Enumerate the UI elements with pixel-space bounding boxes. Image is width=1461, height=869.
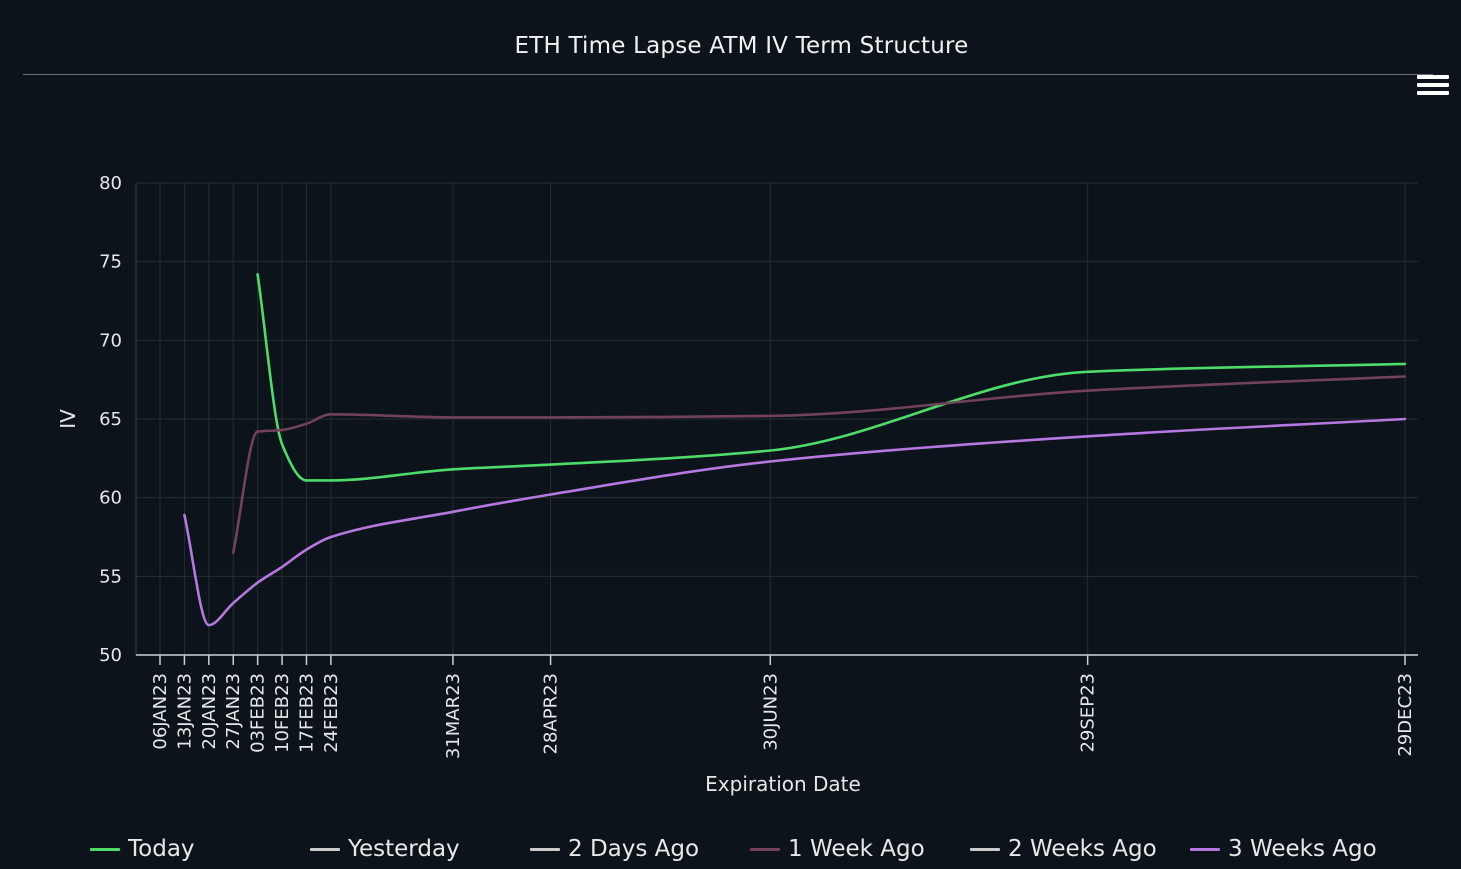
x-tick-label: 06JAN23 (150, 673, 171, 750)
legend-label: 3 Weeks Ago (1228, 836, 1377, 862)
legend-swatch (530, 847, 560, 851)
legend-swatch (310, 847, 340, 851)
legend-label: 2 Weeks Ago (1008, 836, 1157, 862)
y-tick-label: 75 (99, 252, 122, 273)
legend-label: 2 Days Ago (568, 836, 700, 862)
legend-item-today[interactable]: Today (90, 832, 195, 866)
x-tick-label: 17FEB23 (296, 673, 317, 753)
legend-swatch (970, 847, 1000, 851)
chart-menu-button[interactable] (1416, 73, 1450, 99)
legend-item-2-weeks-ago[interactable]: 2 Weeks Ago (970, 832, 1157, 866)
chart-title: ETH Time Lapse ATM IV Term Structure (514, 33, 969, 59)
y-tick-label: 60 (99, 488, 122, 509)
x-tick-label: 28APR23 (541, 673, 562, 754)
legend-swatch (1190, 847, 1220, 851)
hamburger-icon (1417, 83, 1449, 87)
y-tick-label: 65 (99, 409, 122, 430)
legend-swatch (750, 847, 780, 851)
x-tick-label: 29DEC23 (1395, 673, 1416, 757)
legend-swatch (90, 847, 120, 851)
x-tick-label: 03FEB23 (248, 673, 269, 753)
legend-label: 1 Week Ago (788, 836, 925, 862)
series-line-3-weeks-ago[interactable] (183, 417, 1407, 627)
y-tick-label: 70 (99, 330, 122, 351)
legend-item-2-days-ago[interactable]: 2 Days Ago (530, 832, 699, 866)
legend-label: Yesterday (348, 836, 460, 862)
series (183, 273, 1407, 627)
series-line-today[interactable] (256, 273, 1407, 482)
title-divider (23, 74, 1433, 75)
axes: 50 55 60 65 70 75 80 06JAN23 13JAN23 20JAN23 27JAN… (99, 173, 1418, 759)
x-tick-label: 30JUN23 (760, 673, 781, 751)
legend: Today Yesterday 2 Days Ago 1 Week Ago 2 Week… (90, 832, 1450, 869)
y-tick-label: 55 (99, 566, 122, 587)
x-tick-label: 24FEB23 (321, 673, 342, 753)
x-tick-label: 29SEP23 (1078, 673, 1099, 752)
legend-item-3-weeks-ago[interactable]: 3 Weeks Ago (1190, 832, 1377, 866)
series-line-1-week-ago[interactable] (231, 375, 1407, 554)
x-tick-label: 10FEB23 (272, 673, 293, 753)
y-tick-label: 80 (99, 173, 122, 194)
legend-label: Today (128, 836, 195, 862)
hamburger-icon (1417, 91, 1449, 95)
y-axis-title: IV (56, 409, 80, 429)
legend-item-1-week-ago[interactable]: 1 Week Ago (750, 832, 925, 866)
x-tick-label: 27JAN23 (223, 673, 244, 750)
y-tick-label: 50 (99, 645, 122, 666)
x-tick-label: 13JAN23 (174, 673, 195, 750)
x-tick-label: 20JAN23 (199, 673, 220, 750)
grid (136, 182, 1418, 655)
legend-item-yesterday[interactable]: Yesterday (310, 832, 460, 866)
x-axis-title: Expiration Date (705, 772, 861, 796)
chart-canvas: 50 55 60 65 70 75 80 06JAN23 13JAN23 20JAN23 27JAN… (56, 173, 1418, 796)
x-tick-label: 31MAR23 (443, 673, 464, 759)
hamburger-icon (1417, 75, 1449, 79)
